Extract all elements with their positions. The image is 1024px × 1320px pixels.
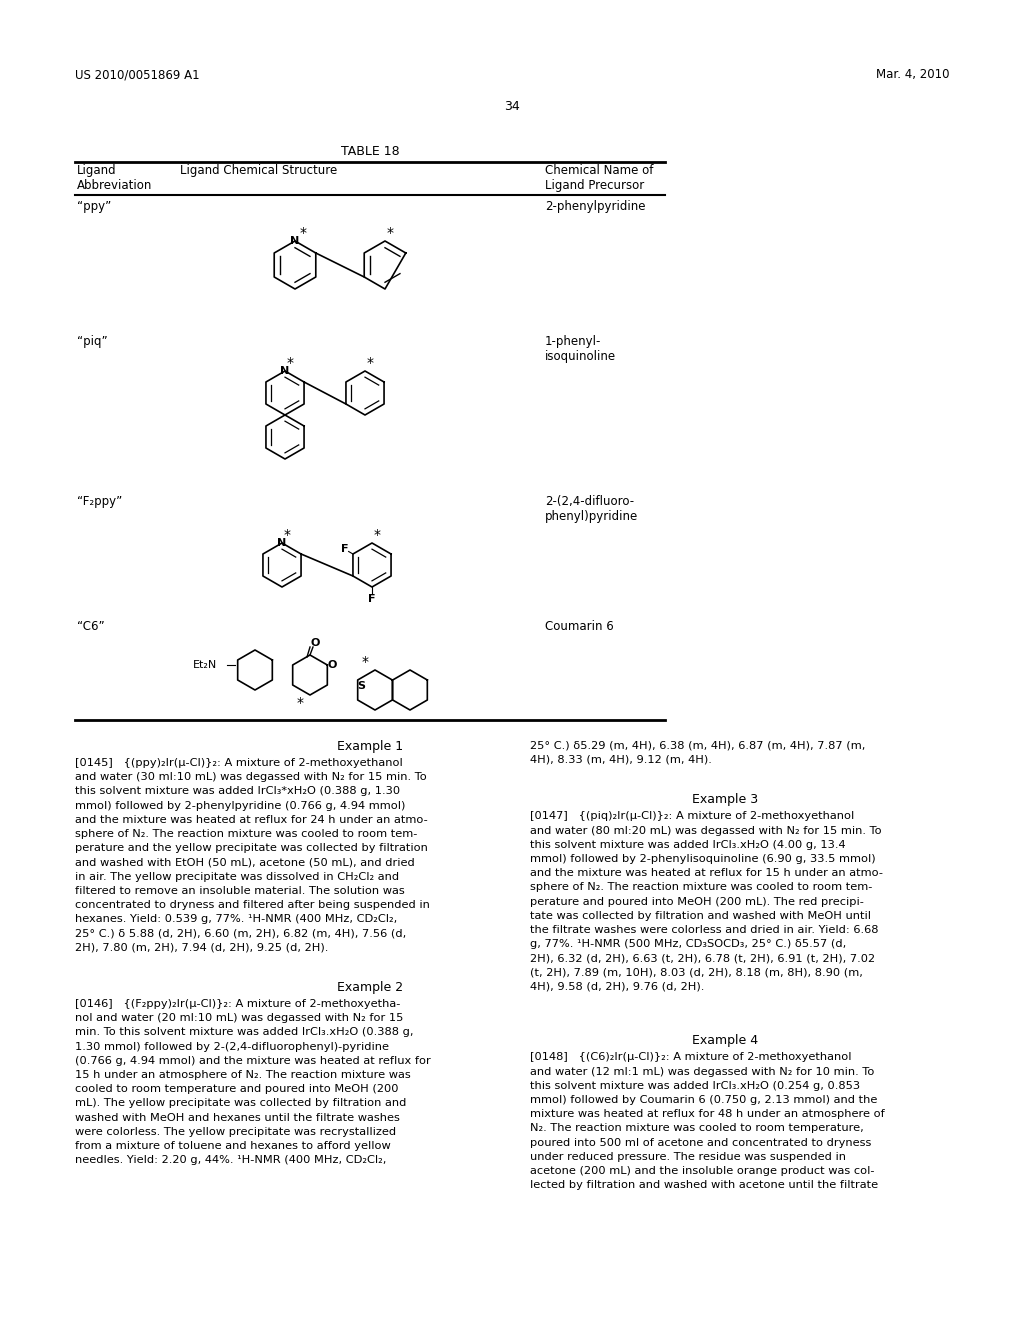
Text: mmol) followed by Coumarin 6 (0.750 g, 2.13 mmol) and the: mmol) followed by Coumarin 6 (0.750 g, 2… — [530, 1096, 878, 1105]
Text: US 2010/0051869 A1: US 2010/0051869 A1 — [75, 69, 200, 81]
Text: N₂. The reaction mixture was cooled to room temperature,: N₂. The reaction mixture was cooled to r… — [530, 1123, 864, 1134]
Text: N: N — [291, 236, 300, 246]
Text: *: * — [361, 655, 369, 669]
Text: nol and water (20 ml:10 mL) was degassed with N₂ for 15: nol and water (20 ml:10 mL) was degassed… — [75, 1014, 403, 1023]
Text: N: N — [281, 366, 290, 376]
Text: 34: 34 — [504, 100, 520, 114]
Text: N: N — [278, 539, 287, 548]
Text: concentrated to dryness and filtered after being suspended in: concentrated to dryness and filtered aft… — [75, 900, 430, 909]
Text: 2H), 6.32 (d, 2H), 6.63 (t, 2H), 6.78 (t, 2H), 6.91 (t, 2H), 7.02: 2H), 6.32 (d, 2H), 6.63 (t, 2H), 6.78 (t… — [530, 953, 876, 964]
Text: the filtrate washes were colorless and dried in air. Yield: 6.68: the filtrate washes were colorless and d… — [530, 925, 879, 935]
Text: “F₂ppy”: “F₂ppy” — [77, 495, 122, 508]
Text: *: * — [374, 528, 381, 543]
Text: cooled to room temperature and poured into MeOH (200: cooled to room temperature and poured in… — [75, 1084, 398, 1094]
Text: TABLE 18: TABLE 18 — [341, 145, 399, 158]
Text: this solvent mixture was added IrCl₃.xH₂O (4.00 g, 13.4: this solvent mixture was added IrCl₃.xH₂… — [530, 840, 846, 850]
Text: Example 1: Example 1 — [337, 741, 403, 752]
Text: “ppy”: “ppy” — [77, 201, 112, 213]
Text: O: O — [310, 638, 319, 648]
Text: F: F — [341, 544, 348, 554]
Text: tate was collected by filtration and washed with MeOH until: tate was collected by filtration and was… — [530, 911, 871, 921]
Text: and the mixture was heated at reflux for 15 h under an atmo-: and the mixture was heated at reflux for… — [530, 869, 883, 878]
Text: g, 77%. ¹H-NMR (500 MHz, CD₃SOCD₃, 25° C.) δ5.57 (d,: g, 77%. ¹H-NMR (500 MHz, CD₃SOCD₃, 25° C… — [530, 940, 846, 949]
Text: filtered to remove an insoluble material. The solution was: filtered to remove an insoluble material… — [75, 886, 404, 896]
Text: *: * — [284, 528, 291, 543]
Text: Ligand Chemical Structure: Ligand Chemical Structure — [180, 164, 337, 177]
Text: from a mixture of toluene and hexanes to afford yellow: from a mixture of toluene and hexanes to… — [75, 1140, 391, 1151]
Text: Example 3: Example 3 — [692, 793, 758, 807]
Text: perature and the yellow precipitate was collected by filtration: perature and the yellow precipitate was … — [75, 843, 428, 853]
Text: *: * — [299, 226, 306, 240]
Text: 2-(2,4-difluoro-
phenyl)pyridine: 2-(2,4-difluoro- phenyl)pyridine — [545, 495, 638, 523]
Text: Et₂N: Et₂N — [193, 660, 217, 671]
Text: washed with MeOH and hexanes until the filtrate washes: washed with MeOH and hexanes until the f… — [75, 1113, 400, 1122]
Text: mmol) followed by 2-phenylisoquinoline (6.90 g, 33.5 mmol): mmol) followed by 2-phenylisoquinoline (… — [530, 854, 876, 865]
Text: mixture was heated at reflux for 48 h under an atmosphere of: mixture was heated at reflux for 48 h un… — [530, 1109, 885, 1119]
Text: and water (80 ml:20 mL) was degassed with N₂ for 15 min. To: and water (80 ml:20 mL) was degassed wit… — [530, 825, 882, 836]
Text: Mar. 4, 2010: Mar. 4, 2010 — [877, 69, 950, 81]
Text: mmol) followed by 2-phenylpyridine (0.766 g, 4.94 mmol): mmol) followed by 2-phenylpyridine (0.76… — [75, 801, 406, 810]
Text: [0147]   {(piq)₂Ir(μ-Cl)}₂: A mixture of 2-methoxyethanol: [0147] {(piq)₂Ir(μ-Cl)}₂: A mixture of 2… — [530, 812, 854, 821]
Text: “C6”: “C6” — [77, 620, 104, 634]
Text: 25° C.) δ5.29 (m, 4H), 6.38 (m, 4H), 6.87 (m, 4H), 7.87 (m,: 25° C.) δ5.29 (m, 4H), 6.38 (m, 4H), 6.8… — [530, 741, 865, 750]
Text: perature and poured into MeOH (200 mL). The red precipi-: perature and poured into MeOH (200 mL). … — [530, 896, 864, 907]
Text: sphere of N₂. The reaction mixture was cooled to room tem-: sphere of N₂. The reaction mixture was c… — [75, 829, 418, 840]
Text: “piq”: “piq” — [77, 335, 108, 348]
Text: under reduced pressure. The residue was suspended in: under reduced pressure. The residue was … — [530, 1152, 846, 1162]
Text: 2-phenylpyridine: 2-phenylpyridine — [545, 201, 645, 213]
Text: lected by filtration and washed with acetone until the filtrate: lected by filtration and washed with ace… — [530, 1180, 879, 1191]
Text: *: * — [367, 356, 374, 370]
Text: in air. The yellow precipitate was dissolved in CH₂Cl₂ and: in air. The yellow precipitate was disso… — [75, 871, 399, 882]
Text: O: O — [328, 660, 337, 671]
Text: and washed with EtOH (50 mL), acetone (50 mL), and dried: and washed with EtOH (50 mL), acetone (5… — [75, 858, 415, 867]
Text: *: * — [386, 226, 393, 240]
Text: 1.30 mmol) followed by 2-(2,4-difluorophenyl)-pyridine: 1.30 mmol) followed by 2-(2,4-difluoroph… — [75, 1041, 389, 1052]
Text: this solvent mixture was added IrCl₃.xH₂O (0.254 g, 0.853: this solvent mixture was added IrCl₃.xH₂… — [530, 1081, 860, 1090]
Text: *: * — [297, 696, 303, 710]
Text: S: S — [357, 681, 365, 690]
Text: and the mixture was heated at reflux for 24 h under an atmo-: and the mixture was heated at reflux for… — [75, 814, 428, 825]
Text: [0145]   {(ppy)₂Ir(μ-Cl)}₂: A mixture of 2-methoxyethanol: [0145] {(ppy)₂Ir(μ-Cl)}₂: A mixture of 2… — [75, 758, 402, 768]
Text: 4H), 9.58 (d, 2H), 9.76 (d, 2H).: 4H), 9.58 (d, 2H), 9.76 (d, 2H). — [530, 982, 705, 991]
Text: 4H), 8.33 (m, 4H), 9.12 (m, 4H).: 4H), 8.33 (m, 4H), 9.12 (m, 4H). — [530, 754, 712, 764]
Text: Chemical Name of
Ligand Precursor: Chemical Name of Ligand Precursor — [545, 164, 653, 191]
Text: (t, 2H), 7.89 (m, 10H), 8.03 (d, 2H), 8.18 (m, 8H), 8.90 (m,: (t, 2H), 7.89 (m, 10H), 8.03 (d, 2H), 8.… — [530, 968, 863, 978]
Text: poured into 500 ml of acetone and concentrated to dryness: poured into 500 ml of acetone and concen… — [530, 1138, 871, 1147]
Text: acetone (200 mL) and the insoluble orange product was col-: acetone (200 mL) and the insoluble orang… — [530, 1166, 874, 1176]
Text: 2H), 7.80 (m, 2H), 7.94 (d, 2H), 9.25 (d, 2H).: 2H), 7.80 (m, 2H), 7.94 (d, 2H), 9.25 (d… — [75, 942, 329, 953]
Text: sphere of N₂. The reaction mixture was cooled to room tem-: sphere of N₂. The reaction mixture was c… — [530, 882, 872, 892]
Text: and water (30 ml:10 mL) was degassed with N₂ for 15 min. To: and water (30 ml:10 mL) was degassed wit… — [75, 772, 427, 783]
Text: and water (12 ml:1 mL) was degassed with N₂ for 10 min. To: and water (12 ml:1 mL) was degassed with… — [530, 1067, 874, 1077]
Text: Example 4: Example 4 — [692, 1035, 758, 1047]
Text: Ligand
Abbreviation: Ligand Abbreviation — [77, 164, 153, 191]
Text: Coumarin 6: Coumarin 6 — [545, 620, 613, 634]
Text: *: * — [287, 356, 294, 370]
Text: F: F — [369, 594, 376, 605]
Text: hexanes. Yield: 0.539 g, 77%. ¹H-NMR (400 MHz, CD₂Cl₂,: hexanes. Yield: 0.539 g, 77%. ¹H-NMR (40… — [75, 915, 397, 924]
Text: were colorless. The yellow precipitate was recrystallized: were colorless. The yellow precipitate w… — [75, 1127, 396, 1137]
Text: needles. Yield: 2.20 g, 44%. ¹H-NMR (400 MHz, CD₂Cl₂,: needles. Yield: 2.20 g, 44%. ¹H-NMR (400… — [75, 1155, 386, 1166]
Text: [0146]   {(F₂ppy)₂Ir(μ-Cl)}₂: A mixture of 2-methoxyetha-: [0146] {(F₂ppy)₂Ir(μ-Cl)}₂: A mixture of… — [75, 999, 400, 1008]
Text: 25° C.) δ 5.88 (d, 2H), 6.60 (m, 2H), 6.82 (m, 4H), 7.56 (d,: 25° C.) δ 5.88 (d, 2H), 6.60 (m, 2H), 6.… — [75, 928, 407, 939]
Text: 1-phenyl-
isoquinoline: 1-phenyl- isoquinoline — [545, 335, 616, 363]
Text: mL). The yellow precipitate was collected by filtration and: mL). The yellow precipitate was collecte… — [75, 1098, 407, 1109]
Text: 15 h under an atmosphere of N₂. The reaction mixture was: 15 h under an atmosphere of N₂. The reac… — [75, 1071, 411, 1080]
Text: this solvent mixture was added IrCl₃*xH₂O (0.388 g, 1.30: this solvent mixture was added IrCl₃*xH₂… — [75, 787, 400, 796]
Text: Example 2: Example 2 — [337, 981, 403, 994]
Text: min. To this solvent mixture was added IrCl₃.xH₂O (0.388 g,: min. To this solvent mixture was added I… — [75, 1027, 414, 1038]
Text: (0.766 g, 4.94 mmol) and the mixture was heated at reflux for: (0.766 g, 4.94 mmol) and the mixture was… — [75, 1056, 431, 1065]
Text: [0148]   {(C6)₂Ir(μ-Cl)}₂: A mixture of 2-methoxyethanol: [0148] {(C6)₂Ir(μ-Cl)}₂: A mixture of 2-… — [530, 1052, 852, 1063]
